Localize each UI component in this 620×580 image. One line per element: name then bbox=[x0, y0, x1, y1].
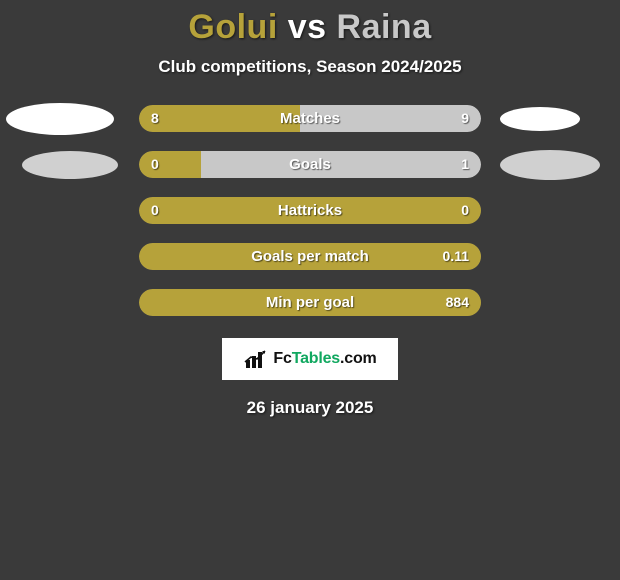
stat-bar: 0.11Goals per match bbox=[139, 243, 481, 270]
stat-metric-label: Min per goal bbox=[139, 289, 481, 316]
comparison-rows: 89Matches 01Goals 00Hattricks 0.11Goals per… bbox=[0, 105, 620, 316]
decorative-ellipse bbox=[22, 151, 118, 179]
chart-icon bbox=[243, 348, 269, 370]
stat-row: 0.11Goals per match bbox=[0, 243, 620, 270]
logo-accent: Tables bbox=[292, 350, 340, 367]
stat-metric-label: Goals per match bbox=[139, 243, 481, 270]
stat-bar: 89Matches bbox=[139, 105, 481, 132]
logo-text: FcTables.com bbox=[273, 350, 376, 368]
logo-prefix: Fc bbox=[273, 350, 291, 367]
stat-row: 884Min per goal bbox=[0, 289, 620, 316]
vs-text: vs bbox=[288, 8, 327, 46]
stat-metric-label: Hattricks bbox=[139, 197, 481, 224]
decorative-ellipse bbox=[500, 150, 600, 180]
stat-row: 01Goals bbox=[0, 151, 620, 178]
fctables-logo: FcTables.com bbox=[222, 338, 398, 380]
decorative-ellipse bbox=[500, 107, 580, 131]
subtitle: Club competitions, Season 2024/2025 bbox=[0, 57, 620, 77]
page-title: Golui vs Raina bbox=[0, 0, 620, 47]
logo-suffix: .com bbox=[340, 350, 377, 367]
stat-metric-label: Matches bbox=[139, 105, 481, 132]
stat-bar: 884Min per goal bbox=[139, 289, 481, 316]
stat-row: 00Hattricks bbox=[0, 197, 620, 224]
stat-metric-label: Goals bbox=[139, 151, 481, 178]
player2-name: Raina bbox=[337, 8, 432, 46]
player1-name: Golui bbox=[188, 8, 277, 46]
decorative-ellipse bbox=[6, 103, 114, 135]
stat-bar: 01Goals bbox=[139, 151, 481, 178]
stat-bar: 00Hattricks bbox=[139, 197, 481, 224]
date-text: 26 january 2025 bbox=[0, 398, 620, 418]
stat-row: 89Matches bbox=[0, 105, 620, 132]
